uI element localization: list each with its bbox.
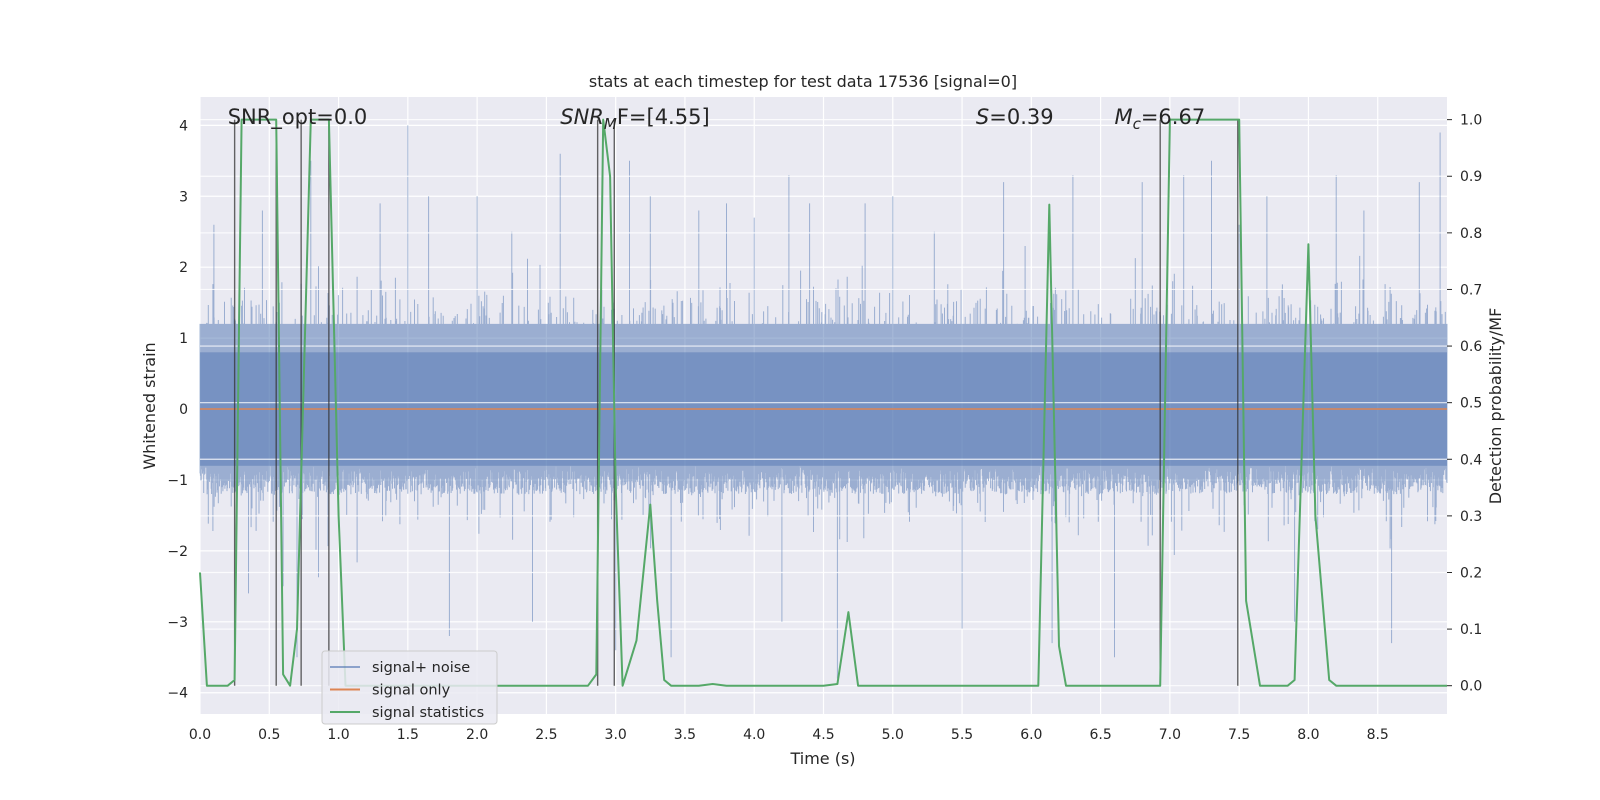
x-tick-label: 8.5 [1367, 727, 1389, 743]
y-axis-left-ticks: −4 −3 −2 −1 0 1 2 3 4 [167, 118, 188, 701]
x-tick-label: 7.0 [1159, 727, 1181, 743]
y-tick-label-left: 4 [179, 118, 188, 134]
legend-label: signal+ noise [372, 660, 470, 676]
x-tick-label: 2.5 [535, 727, 557, 743]
x-tick-label: 8.0 [1297, 727, 1319, 743]
signal-statistics-line [199, 118, 1447, 687]
y-tick-label-left: −4 [167, 686, 188, 702]
x-tick-label: 3.0 [605, 727, 627, 743]
x-tick-label: 1.0 [327, 727, 349, 743]
x-tick-label: 4.5 [812, 727, 834, 743]
signal-statistics-series [199, 118, 1447, 687]
y-tick-label-left: −1 [167, 473, 188, 489]
y-tick-label-right: 0.1 [1460, 622, 1482, 638]
x-tick-label: 2.0 [466, 727, 488, 743]
y-tick-label-right: 0.7 [1460, 282, 1482, 298]
y-tick-label-right: 0.2 [1460, 565, 1482, 581]
annotation: S=0.39 [976, 105, 1054, 129]
y-axis-left-label: Whitened strain [140, 342, 159, 469]
y-tick-label-right: 0.4 [1460, 452, 1482, 468]
x-tick-label: 0.0 [189, 727, 211, 743]
x-tick-label: 1.5 [397, 727, 419, 743]
annotation: Mc=6.67 [1114, 105, 1205, 133]
y-tick-label-right: 1.0 [1460, 113, 1482, 129]
legend-label: signal only [372, 683, 451, 699]
legend-label: signal statistics [372, 705, 484, 721]
x-tick-label: 0.5 [258, 727, 280, 743]
legend: signal+ noise signal only signal statistic… [321, 650, 498, 725]
x-tick-label: 6.0 [1020, 727, 1042, 743]
x-tick-label: 6.5 [1089, 727, 1111, 743]
x-tick-label: 7.5 [1228, 727, 1250, 743]
y-tick-label-right: 0.6 [1460, 339, 1482, 355]
y-tick-label-left: −2 [167, 544, 188, 560]
y-tick-label-right: 0.9 [1460, 169, 1482, 185]
annotation: SNR_opt=0.0 [228, 105, 368, 130]
chart-title: stats at each timestep for test data 175… [589, 72, 1017, 91]
y-tick-label-left: −3 [167, 615, 188, 631]
y-tick-label-left: 3 [179, 189, 188, 205]
x-axis-ticks: 0.0 0.5 1.0 1.5 2.0 2.5 3.0 3.5 4.0 4.5 5.0 5.5 6.0 6… [189, 727, 1389, 743]
x-tick-label: 5.5 [951, 727, 973, 743]
x-tick-label: 5.0 [882, 727, 904, 743]
y-tick-label-left: 1 [179, 331, 188, 347]
y-axis-right-ticks: 0.0 0.1 0.2 0.3 0.4 0.5 0.6 0.7 0.8 0.9 1.0 [1447, 113, 1482, 695]
x-axis-label: Time (s) [789, 749, 855, 768]
y-tick-label-right: 0.8 [1460, 226, 1482, 242]
y-tick-label-right: 0.5 [1460, 396, 1482, 412]
annotation: SNRMF=[4.55] [560, 105, 709, 133]
annotations: SNR_opt=0.0 SNRMF=[4.55] S=0.39 Mc=6.67 [228, 105, 1205, 133]
x-tick-label: 3.5 [674, 727, 696, 743]
y-tick-label-right: 0.0 [1460, 679, 1482, 695]
x-tick-label: 4.0 [743, 727, 765, 743]
y-tick-label-left: 0 [179, 402, 188, 418]
y-axis-right-label: Detection probability/MF [1486, 308, 1505, 505]
y-tick-label-right: 0.3 [1460, 509, 1482, 525]
legend-box [321, 650, 498, 725]
y-tick-label-left: 2 [179, 260, 188, 276]
